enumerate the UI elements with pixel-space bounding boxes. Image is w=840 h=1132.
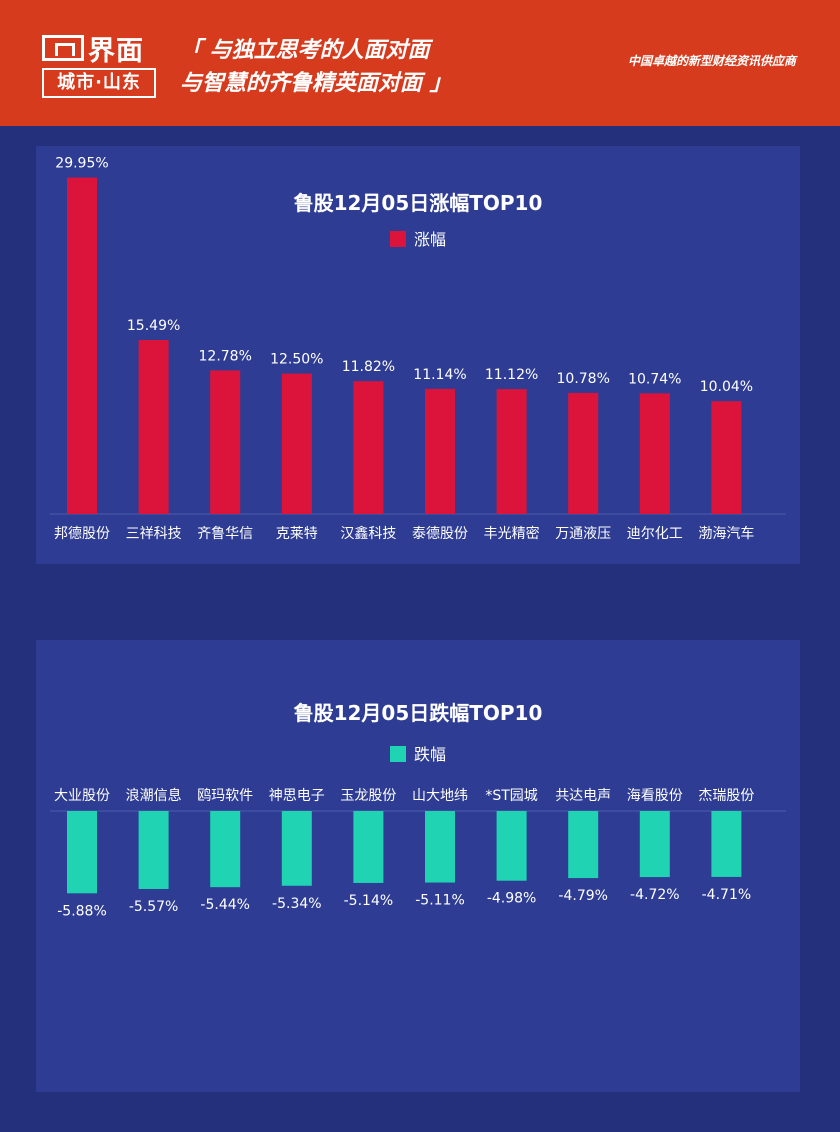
data-label: 11.14% [413,367,466,383]
brand-logo: 界面 城市·山东 [42,32,158,98]
bar [568,392,599,514]
data-label: -5.44% [200,897,250,913]
category-label: 大业股份 [54,788,110,804]
category-label: 万通液压 [555,526,611,542]
data-label: -5.57% [129,899,179,915]
data-label: -4.71% [702,887,752,903]
data-label: 10.78% [557,371,610,387]
legend-label: 跌幅 [414,745,446,764]
bar [67,177,97,515]
bar [711,811,742,877]
logo-brand-text: 界面 [88,35,144,67]
header-banner: 界面 城市·山东 「 与独立思考的人面对面 与智慧的齐鲁精英面对面 」 中国卓越… [0,0,840,126]
slogan-line-2: 与智慧的齐鲁精英面对面 」 [180,71,452,96]
logo-mark-icon [42,35,84,61]
data-label: 11.12% [485,367,538,383]
chart-title: 鲁股12月05日涨幅TOP10 [294,191,543,215]
data-label: 12.50% [270,352,323,368]
category-label: 玉龙股份 [340,788,396,804]
bar [425,811,455,883]
data-label: 29.95% [55,156,108,172]
data-label: 15.49% [127,318,180,334]
bar [639,393,670,514]
bar [496,389,527,514]
bar [496,811,527,881]
data-label: 12.78% [199,348,252,364]
category-label: 克莱特 [276,526,318,542]
slogan: 「 与独立思考的人面对面 与智慧的齐鲁精英面对面 」 [180,34,452,100]
bar [281,373,312,514]
category-label: 山大地纬 [412,788,468,804]
category-label: 三祥科技 [126,526,182,542]
bar [711,401,742,514]
data-label: 10.74% [628,371,681,387]
rise-chart: 鲁股12月05日涨幅TOP10 涨幅 29.95% 邦德股份 15.49% 三祥科技 12.… [50,156,786,542]
bar [281,811,312,886]
fall-chart-panel: 鲁股12月05日跌幅TOP10 跌幅 -5.88% 大业股份 -5.57% 浪潮信息 -5.… [36,640,800,1092]
category-label: 邦德股份 [54,526,110,542]
provider-tagline: 中国卓越的新型财经资讯供应商 [627,54,796,68]
category-label: 齐鲁华信 [197,526,253,542]
bar [568,811,599,879]
data-label: -4.79% [558,888,608,904]
category-label: 渤海汽车 [698,525,754,542]
data-label: -5.11% [415,893,465,909]
category-label: 神思电子 [269,788,325,804]
category-label: 迪尔化工 [627,526,683,542]
bar [210,370,241,514]
category-label: 泰德股份 [412,526,468,542]
bar [639,811,670,878]
category-label: *ST园城 [485,788,537,804]
data-label: 10.04% [700,379,753,395]
logo-sub-brand: 城市·山东 [42,68,156,98]
data-label: -5.14% [344,893,394,909]
category-label: 海看股份 [627,788,683,804]
data-label: -5.34% [272,896,322,912]
category-label: 汉鑫科技 [340,525,396,542]
bar [353,811,384,883]
bar [210,811,241,888]
data-label: -4.98% [487,891,537,907]
legend-label: 涨幅 [414,230,446,249]
slogan-line-1: 「 与独立思考的人面对面 [180,38,430,63]
category-label: 浪潮信息 [126,787,182,804]
fall-chart: 鲁股12月05日跌幅TOP10 跌幅 -5.88% 大业股份 -5.57% 浪潮信息 -5.… [50,701,786,919]
data-label: -5.88% [57,903,107,919]
category-label: 鸥玛软件 [197,787,253,804]
bar [425,388,455,514]
legend-swatch [390,231,406,247]
category-label: 杰瑞股份 [698,788,754,804]
bar [138,811,169,889]
bar [67,811,97,894]
rise-chart-panel: 鲁股12月05日涨幅TOP10 涨幅 29.95% 邦德股份 15.49% 三祥科技 12.… [36,146,800,564]
bar [138,339,169,514]
chart-title: 鲁股12月05日跌幅TOP10 [294,701,543,725]
data-label: -4.72% [630,887,680,903]
legend-swatch [390,746,406,762]
category-label: 丰光精密 [484,525,540,542]
category-label: 共达电声 [555,788,611,804]
bar [353,381,384,514]
data-label: 11.82% [342,359,395,375]
